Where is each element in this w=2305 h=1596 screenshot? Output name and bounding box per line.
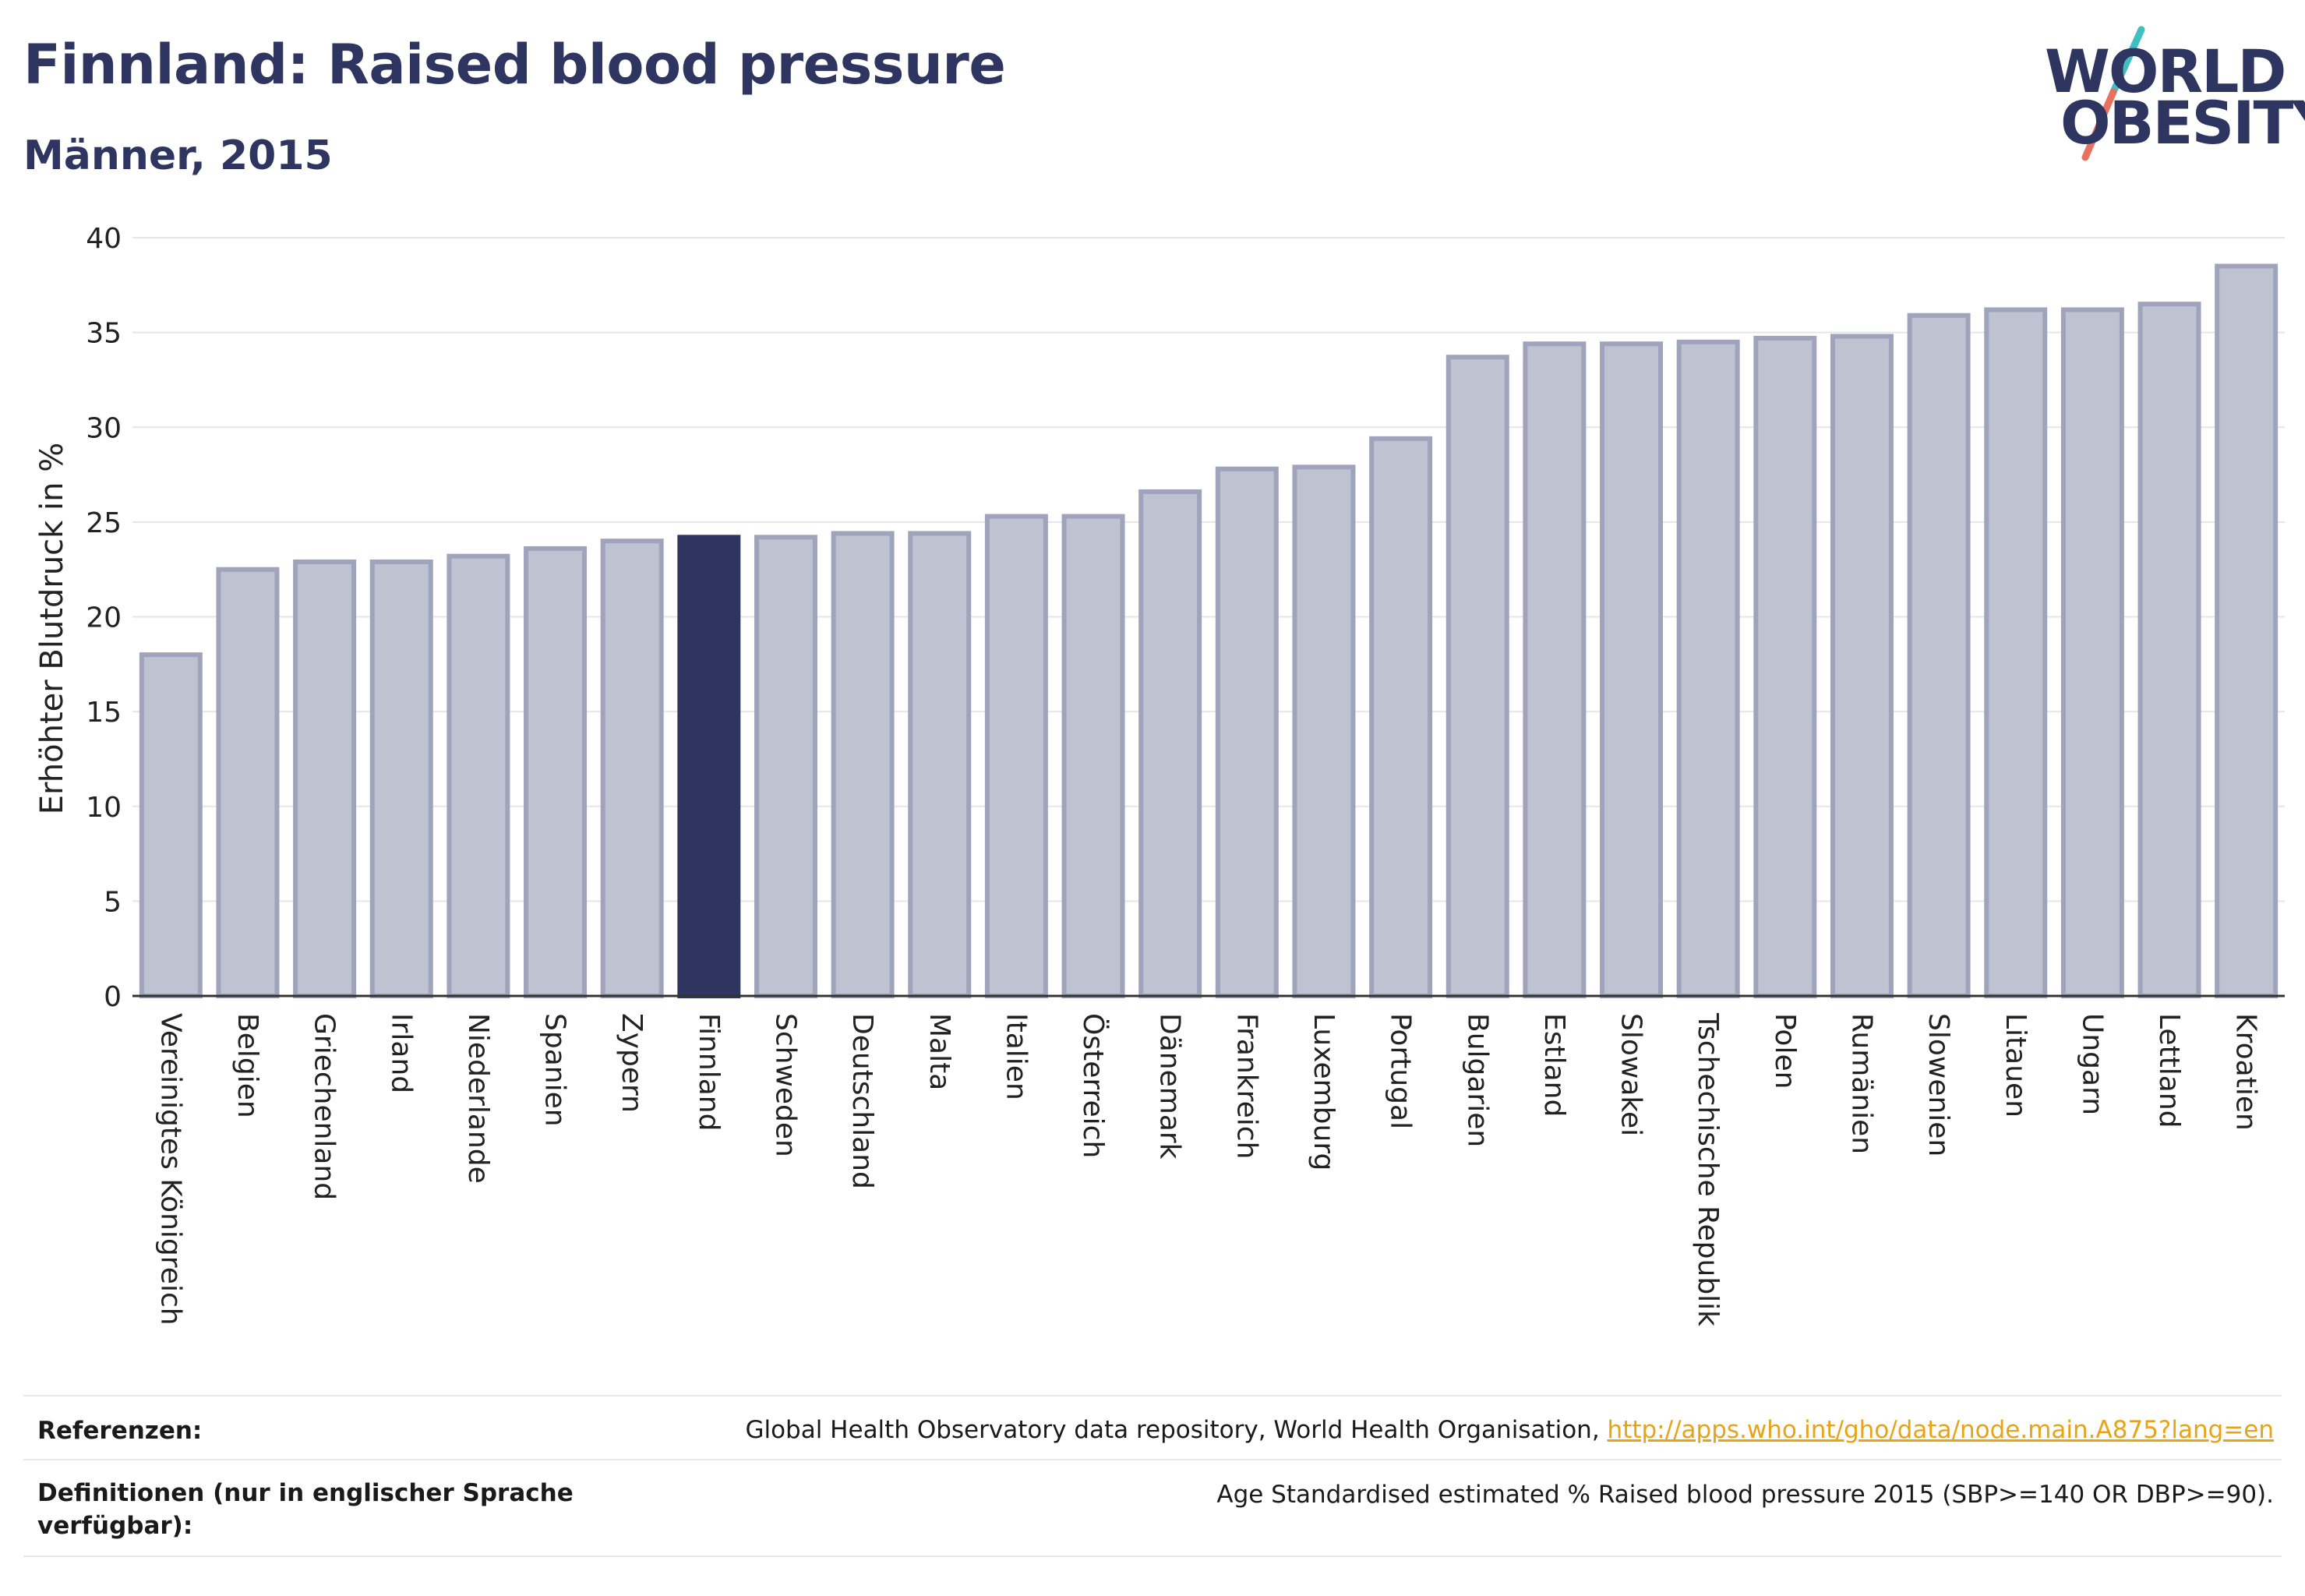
chart-title: Finnland: Raised blood pressure	[23, 33, 1006, 97]
x-tick-label: Slowenien	[1922, 1013, 1954, 1156]
footer-divider-bottom	[23, 1555, 2282, 1557]
bar-Estland	[1523, 341, 1587, 999]
bar-Spanien	[524, 546, 588, 998]
x-tick-label: Italien	[1000, 1013, 1032, 1100]
y-axis-title: Erhöhter Blutdruck in %	[34, 443, 70, 814]
x-tick-label: Kroatien	[2230, 1013, 2262, 1131]
x-tick-label: Estland	[1538, 1013, 1570, 1117]
x-tick-label: Litauen	[2000, 1013, 2031, 1118]
definitions-label: Definitionen (nur in englischer Sprache …	[37, 1479, 574, 1540]
bar-Ungarn	[2060, 307, 2124, 998]
y-tick-label: 15	[86, 697, 122, 729]
bar-Griechenland	[293, 559, 357, 998]
bar-Dänemark	[1138, 489, 1202, 998]
bars	[139, 263, 2279, 999]
x-tick-label: Slowakei	[1615, 1013, 1647, 1136]
y-tick-label: 20	[86, 602, 122, 634]
x-tick-label: Deutschland	[846, 1013, 878, 1189]
y-tick-label: 35	[86, 318, 122, 350]
bar-Finnland	[677, 535, 741, 998]
footer-divider-middle	[23, 1459, 2282, 1460]
bar-chart: 0 5 10 15 20 25 30 35 40 Vereinigtes Königreich B…	[34, 223, 2285, 1326]
bar-Tschechische Republik	[1676, 339, 1740, 999]
x-tick-label: Lettland	[2153, 1013, 2185, 1128]
references-source: Global Health Observatory data repositor…	[745, 1416, 1608, 1444]
references-label: Referenzen:	[37, 1417, 203, 1445]
bar-Portugal	[1369, 436, 1433, 998]
x-tick-label: Malta	[923, 1013, 955, 1090]
bar-Bulgarien	[1445, 355, 1509, 998]
footer-divider-top	[23, 1395, 2282, 1396]
bar-Lettland	[2137, 302, 2201, 998]
bar-Zypern	[600, 538, 664, 998]
bar-Slowenien	[1907, 312, 1971, 999]
bar-Deutschland	[831, 531, 895, 998]
bar-Vereinigtes Königreich	[139, 652, 203, 999]
x-tick-label: Dänemark	[1154, 1013, 1186, 1160]
bar-Polen	[1753, 335, 1817, 998]
x-tick-label: Österreich	[1077, 1013, 1110, 1158]
x-tick-label: Frankreich	[1230, 1013, 1262, 1159]
bar-Belgien	[216, 567, 280, 998]
y-tick-label: 0	[104, 981, 122, 1013]
x-tick-label: Bulgarien	[1461, 1013, 1493, 1147]
x-tick-label: Rumänien	[1845, 1013, 1877, 1154]
bar-Irland	[369, 559, 433, 998]
x-tick-label: Belgien	[231, 1013, 263, 1118]
bar-Italien	[984, 514, 1048, 998]
references-text: Global Health Observatory data repositor…	[745, 1416, 2274, 1444]
bar-Litauen	[1984, 307, 2048, 998]
references-link[interactable]: http://apps.who.int/gho/data/node.main.A…	[1607, 1416, 2274, 1444]
x-tick-label: Polen	[1769, 1013, 1801, 1089]
x-tick-label: Vereinigtes Königreich	[154, 1013, 186, 1326]
y-tick-label: 30	[86, 412, 122, 444]
bar-Österreich	[1061, 514, 1125, 998]
y-tick-label: 5	[104, 886, 122, 918]
bar-Schweden	[754, 535, 817, 998]
x-tick-label: Tschechische Republik	[1692, 1012, 1724, 1326]
world-obesity-logo: WORLD OBESITY	[2034, 23, 2305, 164]
x-tick-label: Finnland	[693, 1013, 725, 1131]
definitions-text: Age Standardised estimated % Raised bloo…	[1216, 1481, 2274, 1509]
bar-Rumänien	[1830, 334, 1894, 998]
x-tick-label: Luxemburg	[1308, 1013, 1340, 1171]
bar-Luxemburg	[1292, 464, 1356, 998]
y-tick-label: 10	[86, 792, 122, 824]
x-tick-label: Portugal	[1385, 1013, 1417, 1129]
y-tick-label: 25	[86, 507, 122, 539]
x-tick-label: Schweden	[769, 1013, 801, 1157]
bar-Niederlande	[447, 553, 510, 998]
logo-line-1: WORLD	[2045, 37, 2286, 106]
x-tick-label: Griechenland	[309, 1013, 341, 1200]
bar-Slowakei	[1600, 341, 1664, 999]
y-axis-ticks: 0 5 10 15 20 25 30 35 40	[86, 223, 122, 1013]
x-tick-label: Niederlande	[462, 1013, 494, 1184]
bar-Frankreich	[1215, 466, 1279, 998]
logo-slash-icon	[2081, 26, 2145, 161]
bar-Malta	[908, 531, 972, 998]
x-axis-labels: Vereinigtes Königreich Belgien Griechenlan…	[154, 1012, 2261, 1326]
chart-subtitle: Männer, 2015	[23, 132, 333, 179]
x-tick-label: Ungarn	[2076, 1013, 2108, 1115]
x-tick-label: Irland	[385, 1013, 417, 1093]
bar-Kroatien	[2215, 263, 2279, 998]
x-tick-label: Zypern	[616, 1013, 648, 1113]
x-tick-label: Spanien	[539, 1013, 571, 1127]
logo-line-2: OBESITY	[2060, 88, 2305, 157]
y-tick-label: 40	[86, 223, 122, 255]
